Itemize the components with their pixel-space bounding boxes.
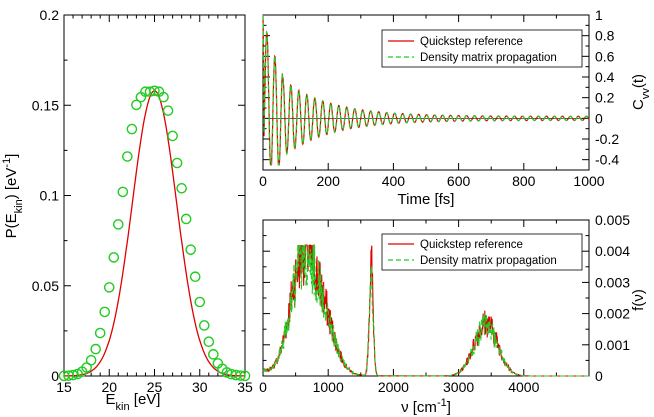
y-tick-label: 0.6	[595, 48, 615, 64]
y-tick-label: -0.4	[595, 152, 619, 168]
x-tick-label: 20	[101, 379, 117, 395]
x-tick-label: 0	[259, 173, 267, 189]
x-tick-label: 1000	[573, 173, 604, 189]
data-point-circle	[113, 219, 124, 230]
data-point-circle	[67, 369, 79, 381]
data-point-circle	[99, 306, 111, 318]
data-point-circle	[108, 252, 120, 263]
data-point-circle	[235, 370, 246, 381]
data-point-circle	[126, 123, 138, 135]
y-tick-label: 0.4	[595, 69, 615, 85]
x-tick-label: 400	[382, 173, 406, 189]
data-point-circle	[162, 105, 174, 116]
y-tick-label: 0	[595, 368, 603, 384]
legend-label-density-matrix: Density matrix propagation	[420, 255, 557, 267]
y-tick-label: 0.003	[595, 274, 630, 290]
y-tick-label: 0	[595, 110, 603, 126]
data-point-circle	[131, 99, 142, 111]
y-tick-label: 0.15	[32, 97, 59, 113]
y-tick-label: 0.2	[40, 7, 60, 23]
data-point-circle	[180, 213, 192, 225]
panel-velocity-autocorrelation: 0 200 400 600 800 1000-0.4-0.200.20.40.60.81Q…	[259, 7, 652, 208]
x-tick-label: 25	[147, 379, 163, 395]
data-point-circle	[239, 370, 251, 382]
legend-box	[381, 29, 583, 68]
data-point-circle	[189, 271, 201, 283]
x-tick-label: 1000	[313, 379, 344, 395]
x-tick-label: 600	[447, 173, 471, 189]
legend-label-density-matrix: Density matrix propagation	[420, 52, 557, 64]
series-line-fit	[64, 90, 245, 377]
data-point-circle	[90, 343, 101, 355]
data-point-circle	[185, 244, 196, 255]
y-tick-label: 0.8	[595, 28, 615, 44]
y-tick-label: 0.002	[595, 306, 630, 322]
y-axis-label: f(ν)	[630, 289, 647, 311]
data-point-circle	[171, 157, 183, 169]
y-tick-label: 0.005	[595, 212, 630, 228]
y-tick-label: 0.05	[32, 278, 59, 294]
data-point-circle	[198, 320, 210, 331]
data-point-circle	[208, 349, 219, 360]
data-point-circle	[158, 91, 169, 103]
x-tick-label: 2000	[378, 379, 409, 395]
x-axis-label: Time [fs]	[398, 191, 455, 208]
x-axis-label: Ekin [eV]	[106, 391, 161, 413]
data-point-circle	[176, 182, 187, 194]
legend: Quickstep reference Density matrix propag…	[381, 233, 583, 271]
series-line-density-matrix	[262, 14, 590, 166]
y-axis-label: P(Ekin) [eV-1]	[1, 154, 25, 239]
data-point-circle	[203, 336, 215, 348]
data-point-circle	[94, 327, 106, 339]
data-point-circle	[103, 282, 115, 293]
x-tick-label: 4000	[508, 379, 539, 395]
x-tick-label: 3000	[443, 379, 474, 395]
x-tick-label: 800	[512, 173, 536, 189]
y-tick-label: 0.2	[595, 90, 615, 106]
data-point-circle	[117, 186, 129, 198]
legend-label-quickstep: Quickstep reference	[420, 239, 523, 251]
y-tick-label: 1	[595, 7, 603, 23]
data-point-circle	[149, 85, 160, 97]
data-point-circle	[122, 151, 133, 162]
legend-label-quickstep: Quickstep reference	[420, 36, 523, 48]
y-tick-label: 0.1	[40, 188, 60, 204]
x-tick-label: 200	[317, 173, 341, 189]
x-tick-label: 15	[56, 379, 72, 395]
y-tick-label: 0.004	[595, 243, 630, 259]
panel-vibrational-spectrum: 0 1000 2000 3000 4000 0 0.001 0.002 0.003 0.004 0.…	[259, 212, 647, 416]
y-tick-label: -0.2	[595, 131, 619, 147]
y-tick-label: 0	[51, 368, 59, 384]
x-tick-label: 35	[237, 379, 253, 395]
y-axis-label: Cvv(t)	[630, 74, 652, 110]
plot-frame	[63, 14, 246, 377]
y-tick-label: 0.001	[595, 337, 630, 353]
series-line-density-matrix	[262, 244, 589, 377]
panel-kinetic-energy-distribution: 15 20 25 30 35 0 0.05 0.1 0.15 0.2 Ekin [eV] P(Ekin…	[1, 7, 253, 413]
legend-box	[381, 233, 583, 271]
x-tick-label: 0	[259, 379, 267, 395]
x-axis-label: ν [cm-1]	[401, 397, 451, 416]
legend: Quickstep reference Density matrix propag…	[381, 29, 583, 68]
data-point-circle	[167, 130, 178, 142]
data-point-circle	[194, 296, 206, 308]
x-tick-label: 30	[192, 379, 208, 395]
data-point-circle	[85, 354, 97, 366]
